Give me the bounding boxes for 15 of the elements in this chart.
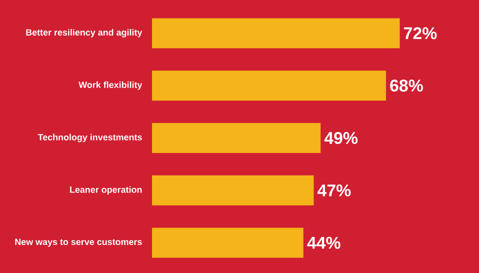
y-tick-label: New ways to serve customers <box>15 238 142 247</box>
data-label: 47% <box>317 184 351 196</box>
data-label: 49% <box>324 132 358 144</box>
bar <box>152 70 386 101</box>
bar <box>152 18 400 48</box>
bar <box>152 175 314 206</box>
y-tick-label: Technology investments <box>38 134 142 142</box>
data-label: 68% <box>390 80 423 92</box>
bar <box>152 123 321 154</box>
data-label: 72% <box>404 27 437 40</box>
data-label: 44% <box>307 236 340 249</box>
y-tick-label: Work flexibility <box>78 81 142 90</box>
y-tick-label: Better resiliency and agility <box>26 29 142 38</box>
y-tick-label: Leaner operation <box>70 186 142 195</box>
bar <box>152 228 304 258</box>
